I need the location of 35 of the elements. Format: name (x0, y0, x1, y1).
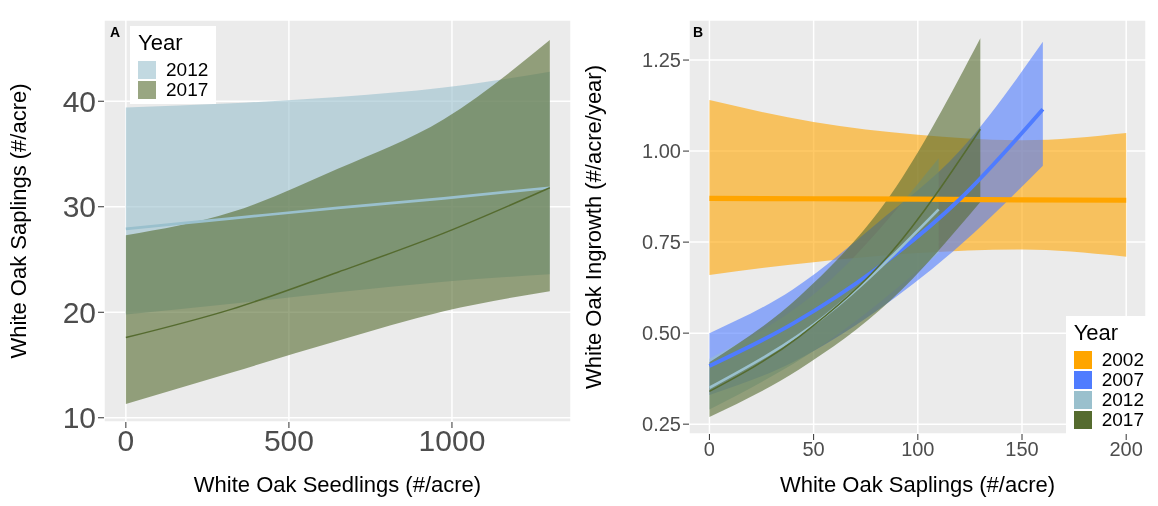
line-series (125, 187, 551, 339)
y-tick-label: 0.75 (642, 231, 681, 254)
y-axis-title: White Oak Saplings (#/acre) (5, 83, 31, 359)
legend-label: 2017 (1100, 409, 1144, 430)
y-tick-label: 0.50 (642, 322, 681, 345)
legend-title: Year (1073, 320, 1120, 346)
x-tick-label: 200 (1109, 438, 1143, 461)
legend-label: 2012 (165, 59, 209, 80)
x-tick-label: 150 (1005, 438, 1039, 461)
chart-title: B (693, 24, 704, 40)
chart-title: A (110, 24, 121, 40)
legend-label: 2007 (1100, 369, 1144, 390)
x-tick-label: 0 (703, 438, 715, 461)
x-tick-label: 1000 (418, 424, 486, 458)
y-tick-label: 1.25 (642, 49, 681, 72)
x-tick-label: 0 (117, 424, 135, 458)
y-tick-label: 10 (62, 401, 96, 435)
x-tick-label: 100 (901, 438, 935, 461)
x-tick-label: 500 (263, 424, 314, 458)
line-series (708, 128, 982, 393)
x-axis-title: White Oak Saplings (#/acre) (779, 472, 1056, 497)
line-series (124, 186, 552, 231)
y-tick-label: 40 (62, 84, 96, 118)
y-tick-label: 30 (62, 190, 96, 224)
legend-label: 2017 (165, 79, 209, 100)
line-series (707, 107, 1045, 368)
y-tick-label: 0.25 (642, 413, 681, 436)
legend-label: 2002 (1100, 349, 1144, 370)
legend-label: 2012 (1100, 389, 1144, 410)
y-axis-title: White Oak Ingrowth (#/acre/year) (580, 64, 606, 390)
x-axis-title: White Oak Seedlings (#/acre) (193, 472, 482, 497)
x-tick-label: 50 (802, 438, 825, 461)
y-tick-label: 20 (62, 295, 96, 329)
legend-title: Year (138, 30, 184, 56)
y-tick-label: 1.00 (642, 140, 681, 163)
